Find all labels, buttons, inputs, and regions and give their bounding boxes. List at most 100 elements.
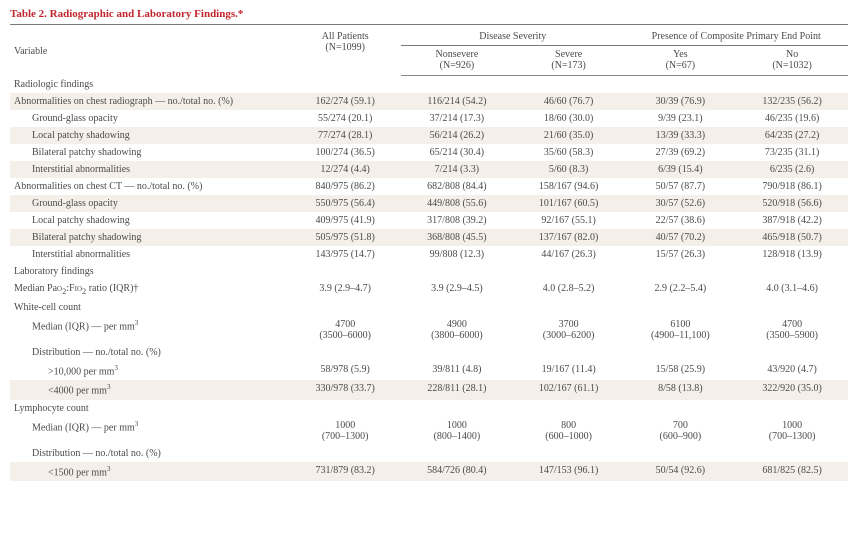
col-endpoint-header: Presence of Composite Primary End Point [624,25,848,46]
section-row: Laboratory findings [10,263,848,280]
cell-value [513,445,625,462]
cell-value: 330/978 (33.7) [289,380,401,399]
cell-value: 584/726 (80.4) [401,462,513,481]
cell-value: 35/60 (58.3) [513,144,625,161]
cell-value: 4900(3800–6000) [401,316,513,344]
row-label: Median Pao2:Fio2 ratio (IQR)† [10,280,289,299]
col-yes: Yes (N=67) [624,46,736,76]
col-nonsevere-n: (N=926) [440,60,475,71]
cell-value: 116/214 (54.2) [401,93,513,110]
cell-value: 682/808 (84.4) [401,178,513,195]
cell-value: 465/918 (50.7) [736,229,848,246]
cell-value: 4.0 (3.1–4.6) [736,280,848,299]
cell-value: 64/235 (27.2) [736,127,848,144]
row-label: Median (IQR) — per mm3 [10,316,289,344]
table-row: <4000 per mm3330/978 (33.7)228/811 (28.1… [10,380,848,399]
row-label: Ground-glass opacity [10,110,289,127]
col-variable: Variable [10,25,289,76]
cell-value: 6/235 (2.6) [736,161,848,178]
cell-value: 550/975 (56.4) [289,195,401,212]
col-no-n: (N=1032) [772,60,812,71]
cell-value: 46/60 (76.7) [513,93,625,110]
col-no-label: No [786,49,798,60]
table-row: Median Pao2:Fio2 ratio (IQR)† 3.9 (2.9–4.… [10,280,848,299]
cell-value: 9/39 (23.1) [624,110,736,127]
table-row: Abnormalities on chest radiograph — no./… [10,93,848,110]
table-row: Distribution — no./total no. (%) [10,445,848,462]
table-row: Bilateral patchy shadowing100/274 (36.5)… [10,144,848,161]
section-row: Lymphocyte count [10,400,848,417]
cell-value: 12/274 (4.4) [289,161,401,178]
cell-value: 3.9 (2.9–4.5) [401,280,513,299]
cell-value: 58/978 (5.9) [289,361,401,380]
cell-value: 143/975 (14.7) [289,246,401,263]
cell-value [289,445,401,462]
section-label: Lymphocyte count [10,400,848,417]
cell-value: 30/57 (52.6) [624,195,736,212]
cell-value [736,344,848,361]
table-row: Median (IQR) — per mm31000(700–1300)1000… [10,417,848,445]
cell-value: 22/57 (38.6) [624,212,736,229]
cell-value: 101/167 (60.5) [513,195,625,212]
table-row: Interstitial abnormalities12/274 (4.4)7/… [10,161,848,178]
cell-value: 50/54 (92.6) [624,462,736,481]
col-severe-label: Severe [555,49,582,60]
cell-value: 409/975 (41.9) [289,212,401,229]
cell-value: 43/920 (4.7) [736,361,848,380]
cell-value: 15/57 (26.3) [624,246,736,263]
cell-value [624,445,736,462]
cell-value: 520/918 (56.6) [736,195,848,212]
cell-value [401,344,513,361]
row-label: Median (IQR) — per mm3 [10,417,289,445]
cell-value: 790/918 (86.1) [736,178,848,195]
col-no: No (N=1032) [736,46,848,76]
col-all-header: All Patients (N=1099) [289,25,401,76]
row-label: Ground-glass opacity [10,195,289,212]
cell-value: 13/39 (33.3) [624,127,736,144]
section-label: Radiologic findings [10,76,848,94]
col-severe: Severe (N=173) [513,46,625,76]
cell-value: 19/167 (11.4) [513,361,625,380]
cell-value: 731/879 (83.2) [289,462,401,481]
row-label: <1500 per mm3 [10,462,289,481]
col-all-label: All Patients [322,31,369,42]
cell-value: 40/57 (70.2) [624,229,736,246]
row-label: Distribution — no./total no. (%) [10,344,289,361]
row-label: <4000 per mm3 [10,380,289,399]
cell-value: 158/167 (94.6) [513,178,625,195]
table-row: Median (IQR) — per mm34700(3500–6000)490… [10,316,848,344]
section-label: Laboratory findings [10,263,848,280]
cell-value: 44/167 (26.3) [513,246,625,263]
cell-value: 800(600–1000) [513,417,625,445]
cell-value: 27/39 (69.2) [624,144,736,161]
cell-value: 5/60 (8.3) [513,161,625,178]
cell-value: 4.0 (2.8–5.2) [513,280,625,299]
cell-value: 322/920 (35.0) [736,380,848,399]
cell-value: 147/153 (96.1) [513,462,625,481]
cell-value: 1000(700–1300) [736,417,848,445]
row-label: Interstitial abnormalities [10,161,289,178]
table-row: Abnormalities on chest CT — no./total no… [10,178,848,195]
row-label: Local patchy shadowing [10,212,289,229]
cell-value: 8/58 (13.8) [624,380,736,399]
cell-value [736,445,848,462]
table-row: >10,000 per mm358/978 (5.9)39/811 (4.8)1… [10,361,848,380]
row-label: >10,000 per mm3 [10,361,289,380]
row-label: Interstitial abnormalities [10,246,289,263]
cell-value: 65/214 (30.4) [401,144,513,161]
cell-value: 368/808 (45.5) [401,229,513,246]
cell-value: 4700(3500–5900) [736,316,848,344]
cell-value: 77/274 (28.1) [289,127,401,144]
cell-value: 681/825 (82.5) [736,462,848,481]
cell-value: 92/167 (55.1) [513,212,625,229]
cell-value: 46/235 (19.6) [736,110,848,127]
table-row: Ground-glass opacity550/975 (56.4)449/80… [10,195,848,212]
cell-value: 1000(700–1300) [289,417,401,445]
table-row: Distribution — no./total no. (%) [10,344,848,361]
cell-value: 162/274 (59.1) [289,93,401,110]
col-yes-n: (N=67) [666,60,696,71]
cell-value: 73/235 (31.1) [736,144,848,161]
table-row: <1500 per mm3731/879 (83.2)584/726 (80.4… [10,462,848,481]
cell-value: 840/975 (86.2) [289,178,401,195]
cell-value: 387/918 (42.2) [736,212,848,229]
